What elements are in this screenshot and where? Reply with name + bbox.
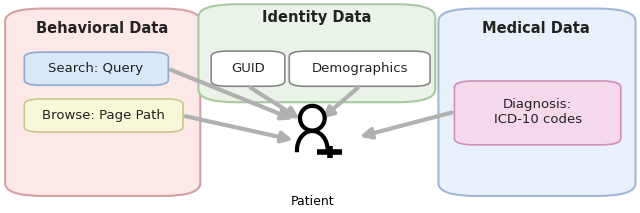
- Text: Search: Query: Search: Query: [49, 62, 143, 75]
- Text: Diagnosis:
ICD-10 codes: Diagnosis: ICD-10 codes: [493, 98, 582, 126]
- FancyBboxPatch shape: [289, 51, 430, 86]
- FancyBboxPatch shape: [198, 4, 435, 102]
- FancyBboxPatch shape: [24, 99, 183, 132]
- Text: Patient: Patient: [291, 195, 334, 208]
- Text: Demographics: Demographics: [312, 62, 408, 75]
- FancyBboxPatch shape: [211, 51, 285, 86]
- Text: Behavioral Data: Behavioral Data: [36, 21, 168, 36]
- FancyBboxPatch shape: [438, 9, 636, 196]
- FancyBboxPatch shape: [24, 52, 168, 85]
- Text: Browse: Page Path: Browse: Page Path: [42, 109, 165, 122]
- FancyBboxPatch shape: [5, 9, 200, 196]
- Text: Identity Data: Identity Data: [262, 10, 371, 24]
- Text: GUID: GUID: [232, 62, 265, 75]
- FancyBboxPatch shape: [454, 81, 621, 145]
- Text: Medical Data: Medical Data: [483, 21, 590, 36]
